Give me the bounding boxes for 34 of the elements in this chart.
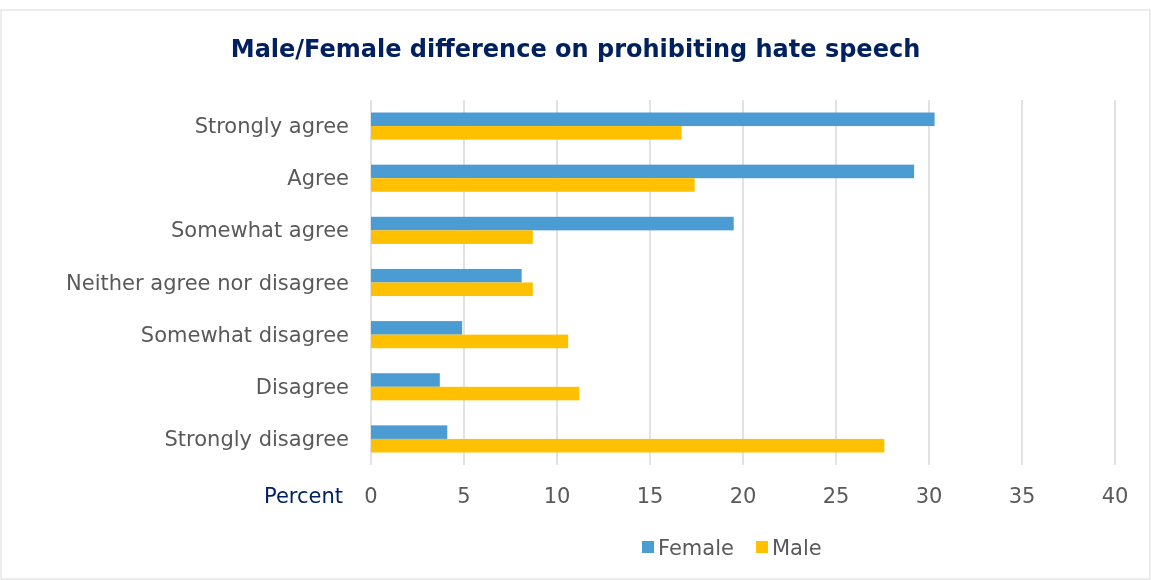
bar: [371, 112, 935, 127]
x-tick-label: 0: [364, 484, 378, 508]
bar: [371, 230, 533, 244]
x-axis-title: Percent: [263, 484, 343, 508]
y-tick-label: Somewhat disagree: [140, 322, 349, 347]
y-tick-label: Somewhat agree: [170, 218, 349, 243]
bar: [371, 178, 695, 192]
y-tick-label: Agree: [287, 166, 349, 191]
chart-title: Male/Female difference on prohibiting hate speech: [230, 35, 921, 63]
x-tick-label: 10: [543, 484, 571, 508]
x-tick-label: 30: [915, 484, 943, 508]
x-tick-label: 20: [729, 484, 757, 508]
bar: [371, 282, 533, 297]
bar: [371, 321, 463, 335]
bar: [371, 126, 682, 140]
bar: [371, 268, 522, 283]
x-tick-label: 5: [457, 484, 471, 508]
bar: [371, 164, 915, 179]
bar: [371, 438, 885, 453]
bar: [371, 386, 580, 401]
y-tick-label: Disagree: [255, 374, 349, 399]
y-tick-label: Strongly disagree: [164, 426, 349, 451]
y-tick-label: Strongly agree: [194, 114, 349, 139]
x-tick-label: 15: [636, 484, 664, 508]
bar: [371, 216, 734, 231]
x-tick-label: 25: [822, 484, 850, 508]
bar: [371, 334, 569, 349]
x-tick-label: 40: [1101, 484, 1129, 508]
x-tick-label: 35: [1008, 484, 1036, 508]
legend-label: Male: [772, 536, 822, 560]
y-tick-label: Neither agree nor disagree: [66, 270, 349, 295]
legend-label: Female: [658, 536, 734, 560]
bar: [371, 425, 448, 439]
bar: [371, 373, 440, 387]
